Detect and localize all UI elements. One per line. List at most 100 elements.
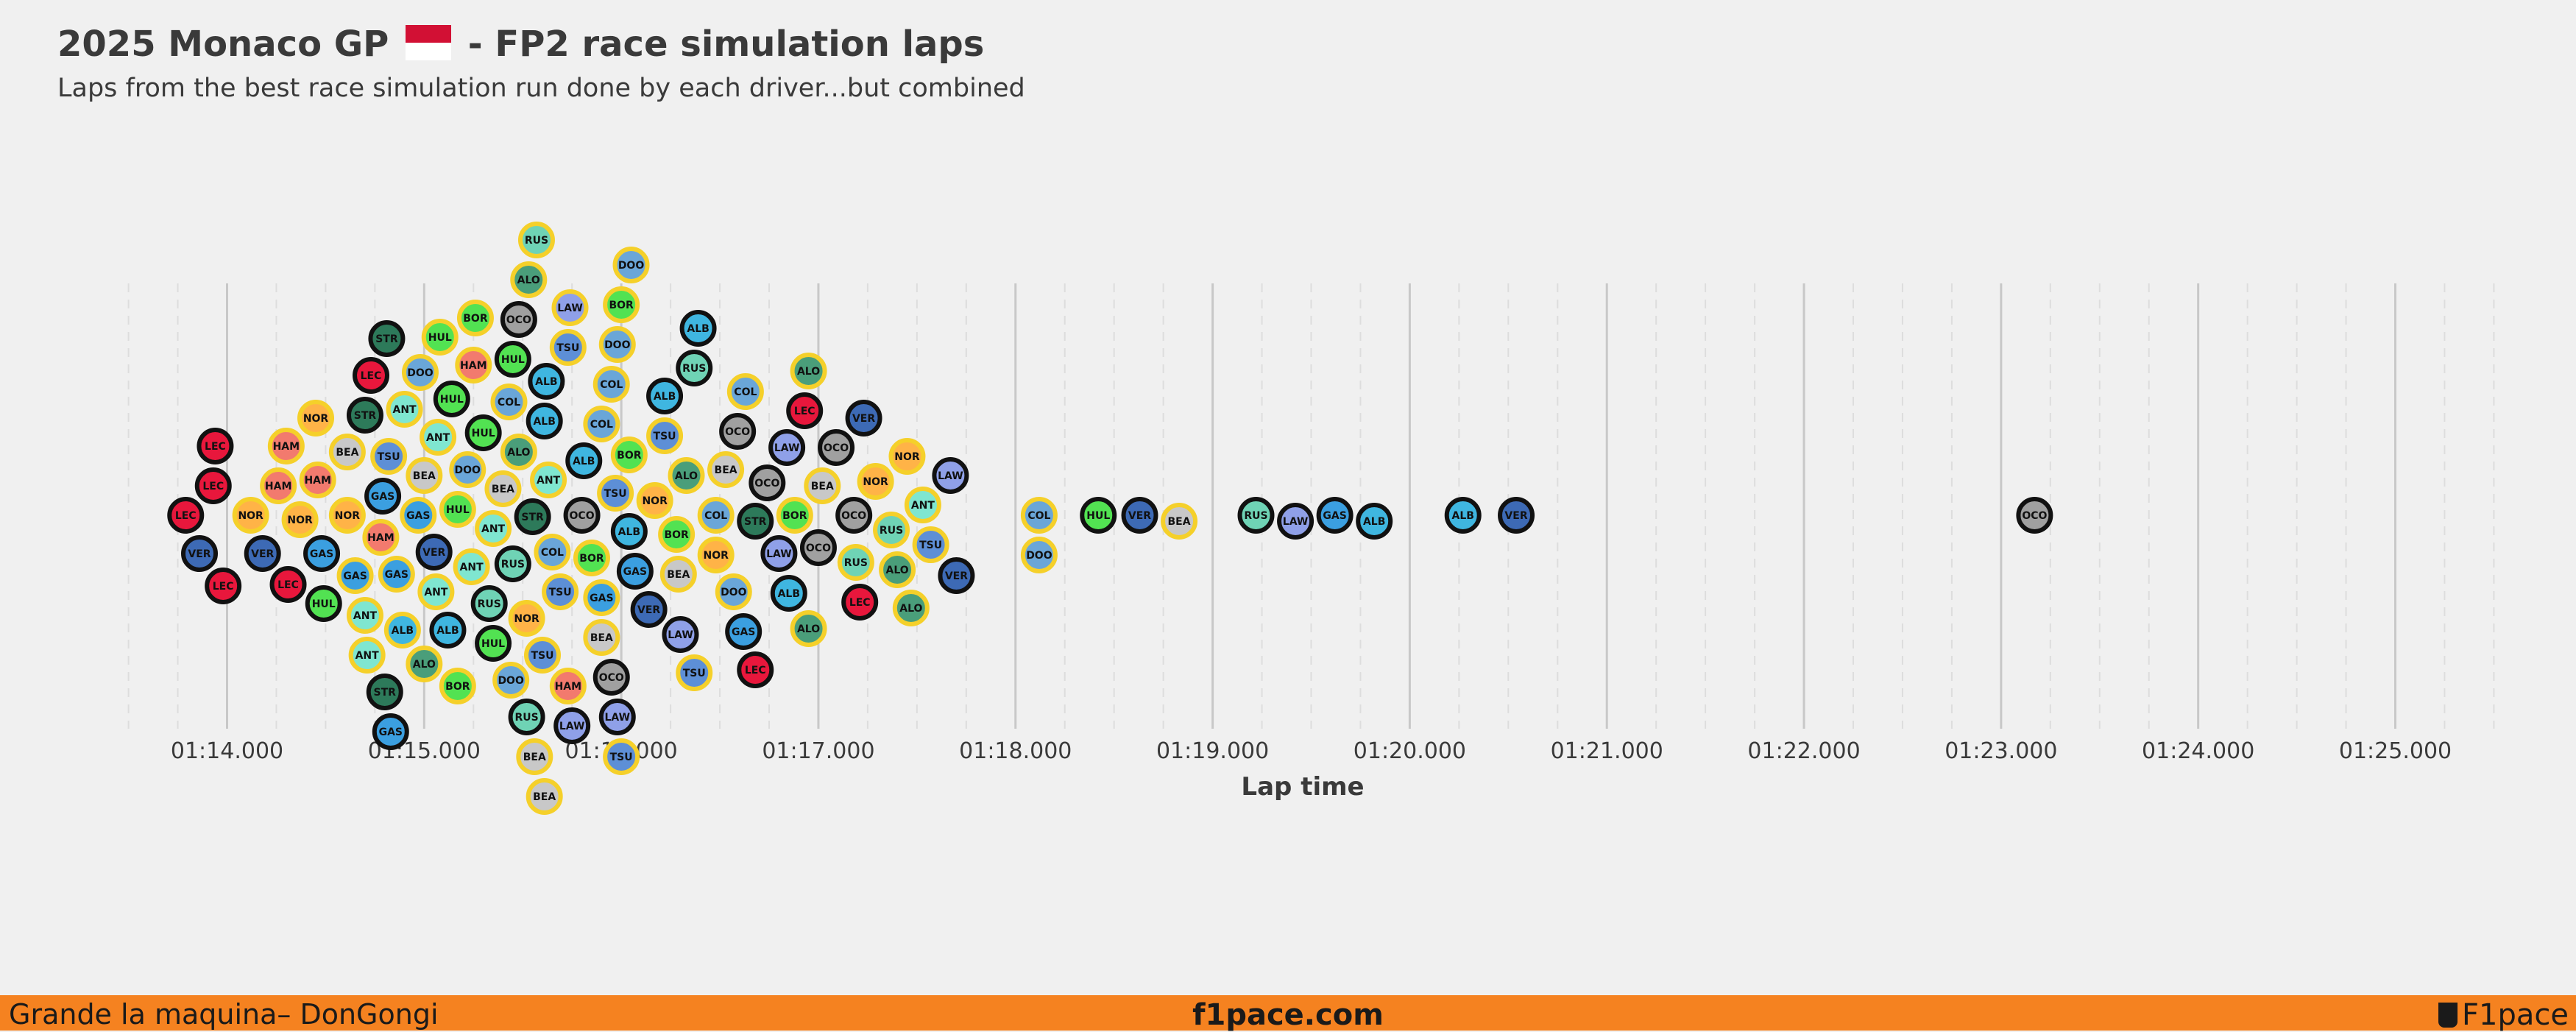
lap-point-label: DOO — [721, 587, 747, 598]
lap-point-circle — [598, 326, 636, 363]
lap-point-label: OCO — [754, 478, 779, 490]
lap-point-circle — [383, 612, 421, 648]
lap-point-law: LAW — [551, 289, 589, 326]
lap-point-label: TSU — [549, 587, 572, 598]
lap-point-bea: BEA — [659, 556, 697, 593]
lap-point-label: BOR — [664, 529, 689, 541]
lap-point-circle — [563, 497, 601, 534]
lap-point-circle — [455, 347, 492, 384]
lap-point-label: BOR — [579, 553, 604, 565]
lap-point-bea: BEA — [406, 457, 443, 494]
lap-point-circle — [892, 590, 930, 626]
lap-point-ant: ANT — [530, 462, 567, 498]
footer-website-link[interactable]: f1pace.com — [1192, 998, 1384, 1032]
lap-point-label: RUS — [478, 598, 501, 610]
lap-point-circle — [348, 637, 386, 674]
lap-point-circle — [1161, 503, 1198, 540]
lap-point-circle — [592, 659, 630, 696]
lap-point-circle — [737, 503, 774, 540]
lap-point-circle — [719, 413, 757, 450]
lap-point-circle — [662, 616, 699, 653]
lap-point-circle — [938, 557, 975, 594]
lap-point-circle — [517, 222, 555, 258]
lap-point-circle — [534, 534, 571, 570]
lap-point-circle — [281, 501, 319, 538]
lap-point-circle — [328, 434, 366, 470]
lap-point-ver: VER — [1121, 497, 1158, 534]
lap-point-str: STR — [366, 674, 403, 710]
lap-point-bor: BOR — [776, 497, 813, 534]
lap-point-circle — [346, 397, 383, 434]
lap-point-label: GAS — [590, 593, 613, 604]
lap-point-circle — [449, 451, 486, 488]
lap-point-law: LAW — [553, 707, 591, 744]
lap-point-hul: HUL — [305, 585, 342, 622]
lap-point-circle — [244, 535, 281, 572]
lap-point-label: DOO — [407, 367, 434, 379]
lap-point-label: ALB — [535, 376, 557, 388]
lap-point-label: ALB — [654, 391, 676, 403]
lap-point-circle — [456, 300, 494, 336]
lap-point-circle — [1356, 503, 1393, 540]
lap-point-circle — [524, 637, 562, 674]
lap-point-label: OCO — [570, 510, 595, 522]
lap-point-col: COL — [583, 406, 620, 442]
lap-point-rus: RUS — [873, 512, 910, 548]
lap-point-label: OCO — [824, 442, 849, 454]
lap-point-doo: DOO — [612, 247, 650, 283]
lap-point-circle — [610, 437, 648, 473]
lap-point-label: VER — [637, 604, 660, 616]
lap-point-label: GAS — [406, 510, 430, 522]
lap-point-circle — [420, 419, 457, 456]
chart-title: 2025 Monaco GP - FP2 race simulation lap… — [57, 24, 984, 65]
lap-point-circle — [475, 510, 512, 547]
lap-point-nor: NOR — [857, 463, 894, 500]
lap-point-ant: ANT — [453, 548, 490, 585]
lap-point-label: BOR — [445, 681, 470, 693]
lap-point-circle — [1316, 497, 1354, 534]
lap-point-law: LAW — [768, 429, 806, 466]
lap-point-circle — [417, 573, 455, 610]
lap-point-label: LAW — [557, 303, 583, 314]
lap-point-circle — [583, 579, 620, 616]
lap-point-label: HUL — [440, 394, 464, 406]
lap-point-circle — [439, 491, 476, 528]
lap-point-col: COL — [1020, 497, 1058, 534]
lap-point-tsu: TSU — [597, 475, 634, 512]
lap-point-alb: ALB — [429, 612, 467, 648]
lap-point-circle — [378, 556, 415, 593]
lap-point-gas: GAS — [303, 535, 341, 572]
lap-point-alo: ALO — [790, 353, 827, 389]
lap-point-label: GAS — [732, 626, 755, 638]
lap-point-circle — [610, 513, 648, 550]
lap-point-lec: LEC — [841, 584, 879, 621]
lap-point-label: ALB — [778, 588, 800, 600]
lap-point-tsu: TSU — [646, 417, 684, 454]
lap-point-circle — [776, 497, 813, 534]
lap-point-rus: RUS — [470, 585, 508, 622]
lap-point-label: GAS — [343, 570, 367, 582]
lap-point-bea: BEA — [583, 619, 620, 656]
lap-point-circle — [514, 498, 551, 535]
lap-point-label: LEC — [745, 665, 766, 676]
lap-point-gas: GAS — [378, 556, 415, 593]
lap-point-ant: ANT — [386, 391, 423, 428]
lap-point-rus: RUS — [508, 699, 545, 735]
lap-point-ver: VER — [244, 535, 281, 572]
lap-point-tsu: TSU — [603, 738, 640, 775]
title-text: 2025 Monaco GP — [57, 24, 389, 65]
lap-point-label: BEA — [667, 569, 690, 581]
lap-point-label: NOR — [335, 510, 361, 522]
lap-point-doo: DOO — [715, 573, 752, 610]
lap-point-ant: ANT — [904, 487, 941, 523]
lap-point-label: LEC — [202, 481, 224, 492]
lap-point-circle — [616, 553, 654, 590]
lap-point-label: TSU — [919, 540, 942, 551]
footer-bar: Grande la maquina– DonGongi f1pace.com F… — [0, 995, 2576, 1032]
lap-point-nor: NOR — [508, 600, 545, 637]
lap-point-ham: HAM — [299, 462, 336, 498]
lap-point-circle — [707, 451, 745, 488]
lap-point-oco: OCO — [563, 497, 601, 534]
lap-point-circle — [484, 470, 522, 507]
lap-point-circle — [406, 646, 443, 682]
